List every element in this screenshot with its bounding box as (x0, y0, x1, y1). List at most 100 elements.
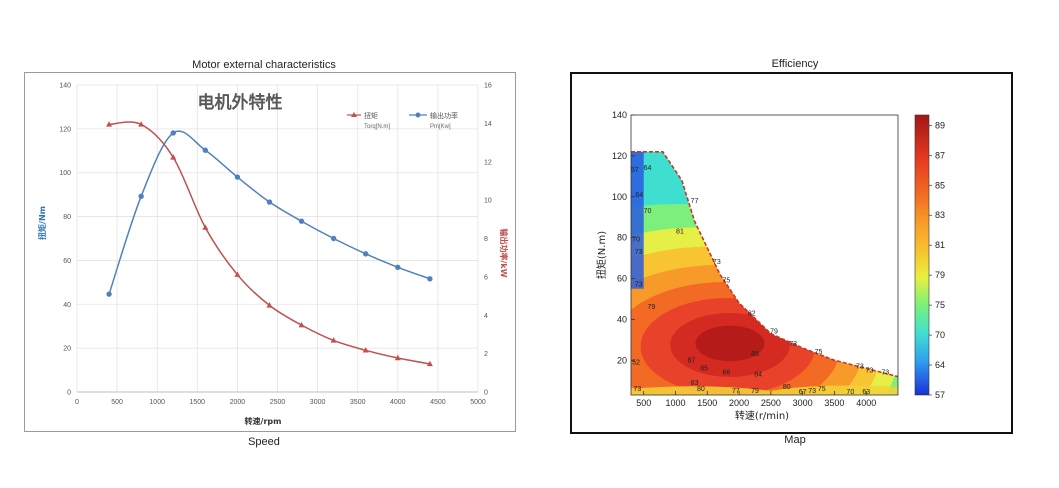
y-left-tick-label: 0 (67, 390, 71, 397)
contour-label: 73 (633, 386, 641, 393)
contour-label: 75 (815, 349, 823, 356)
efficiency-fill-regions (631, 115, 898, 395)
y-tick-label: 60 (617, 274, 627, 284)
contour-label: 79 (770, 329, 778, 336)
contour-label: 73 (856, 363, 864, 370)
efficiency-plot-frame (630, 114, 899, 396)
y-right-tick-label: 8 (484, 236, 488, 243)
right-bottom-caption: Map (784, 434, 806, 446)
power-point (138, 193, 144, 199)
max-torque-boundary (631, 150, 898, 378)
colorbar-tick-label: 85 (935, 180, 945, 190)
torque-point (330, 337, 337, 343)
x-tick-label: 500 (111, 399, 123, 406)
power-point (202, 147, 209, 153)
torque-point (170, 154, 177, 160)
contour-label: 73 (635, 282, 643, 289)
legend-torque-name: 扭矩 (364, 111, 378, 120)
x-tick-label: 4000 (856, 398, 876, 408)
torque-point (234, 271, 241, 277)
efficiency-map-panel: 57 64 64 70 70 73 73 81 77 73 75 79 82 85 79 73 75 73 73 73… (570, 72, 1013, 434)
left-x-axis-label: 转速/rpm (245, 416, 282, 426)
colorbar-tick-label: 81 (935, 240, 945, 250)
y-left-tick-label: 140 (59, 83, 71, 90)
left-bottom-caption: Speed (248, 436, 280, 448)
x-tick-label: 2500 (761, 398, 781, 408)
torque-point (426, 360, 433, 367)
outside-envelope-mask (631, 115, 898, 377)
contour-label: 79 (647, 304, 655, 311)
motor-characteristics-panel: 0 500 1000 1500 2000 2500 3000 3500 4000 4500 5000… (24, 72, 516, 432)
left-y-axis-label: 扭矩/Nm (37, 206, 47, 240)
power-point (427, 276, 433, 282)
contour-label: 82 (748, 310, 756, 317)
y-right-tick-label: 16 (484, 83, 492, 90)
efficiency-band-8 (695, 325, 765, 362)
y-right-tick-label: 2 (484, 351, 488, 358)
y-left-tick-label: 80 (63, 214, 71, 221)
colorbar-tick-label: 83 (935, 210, 945, 220)
x-tick-label: 2000 (729, 398, 749, 408)
power-line (108, 130, 431, 295)
colorbar-tick-label: 89 (935, 120, 945, 130)
contour-label: 83 (691, 380, 699, 387)
x-tick-label: 3000 (310, 399, 326, 406)
y-right-tick-label: 12 (484, 159, 492, 166)
efficiency-y-axis-label: 扭矩(N.m) (595, 231, 608, 279)
x-tick-label: 1000 (665, 398, 685, 408)
y-right-tick-label: 6 (484, 274, 488, 281)
legend-torque-marker (351, 112, 357, 117)
torque-point (362, 347, 369, 353)
efficiency-tick-labels: 500 1000 1500 2000 2500 3000 3500 4000 20 40 60 80 1… (612, 110, 876, 408)
x-tick-label: 1500 (697, 398, 717, 408)
colorbar-tick-label: 70 (935, 330, 945, 340)
power-point (234, 174, 241, 180)
contour-label: 75 (722, 278, 730, 285)
contour-label: 87 (687, 357, 695, 364)
x-tick-label: 1500 (190, 399, 206, 406)
contour-label: 73 (881, 370, 889, 377)
legend-torque-unit: Torq[N.m] (364, 124, 390, 130)
contour-label: 70 (644, 208, 652, 215)
power-point (106, 291, 112, 297)
contour-label: 77 (732, 388, 740, 395)
power-point (363, 251, 369, 257)
x-tick-label: 2500 (270, 399, 286, 406)
contour-label: 64 (644, 165, 652, 172)
colorbar-tick-label: 64 (935, 360, 945, 370)
y-left-tick-label: 120 (59, 126, 71, 133)
right-top-caption: Efficiency (771, 58, 819, 70)
contour-label: 70 (632, 237, 640, 244)
power-point (395, 264, 401, 270)
x-tick-label: 2000 (230, 399, 246, 406)
left-chart-title: 电机外特性 (198, 92, 283, 113)
y-tick-label: 40 (617, 314, 627, 324)
x-tick-label: 3500 (350, 399, 366, 406)
legend-power-unit: Pm[Kw] (430, 124, 451, 130)
torque-point (394, 354, 401, 361)
y-left-tick-label: 20 (63, 346, 71, 353)
torque-point (266, 302, 273, 308)
contour-label: 80 (697, 386, 705, 393)
contour-label: 57 (631, 167, 639, 174)
legend: 扭矩 Torq[N.m] 输出功率 Pm[Kw] (347, 111, 458, 130)
left-top-caption: Motor external characteristics (192, 59, 336, 71)
contour-label: 73 (808, 388, 816, 395)
contour-label: 75 (818, 386, 826, 393)
x-tick-label: 5000 (470, 399, 486, 406)
contour-label: 73 (713, 259, 721, 266)
contour-label: 73 (635, 249, 643, 256)
left-series (106, 121, 433, 367)
torque-point (202, 224, 209, 230)
x-tick-label: 4000 (390, 399, 406, 406)
power-point (170, 130, 176, 136)
contour-label: 84 (754, 372, 762, 379)
y-right-tick-label: 14 (484, 121, 492, 128)
y-left-tick-label: 100 (59, 170, 71, 177)
contour-label: 81 (676, 229, 684, 236)
y-tick-label: 80 (617, 233, 627, 243)
torque-point (298, 321, 305, 328)
contour-label: 66 (722, 370, 730, 377)
x-tick-label: 3000 (793, 398, 813, 408)
y-tick-label: 140 (612, 110, 627, 120)
